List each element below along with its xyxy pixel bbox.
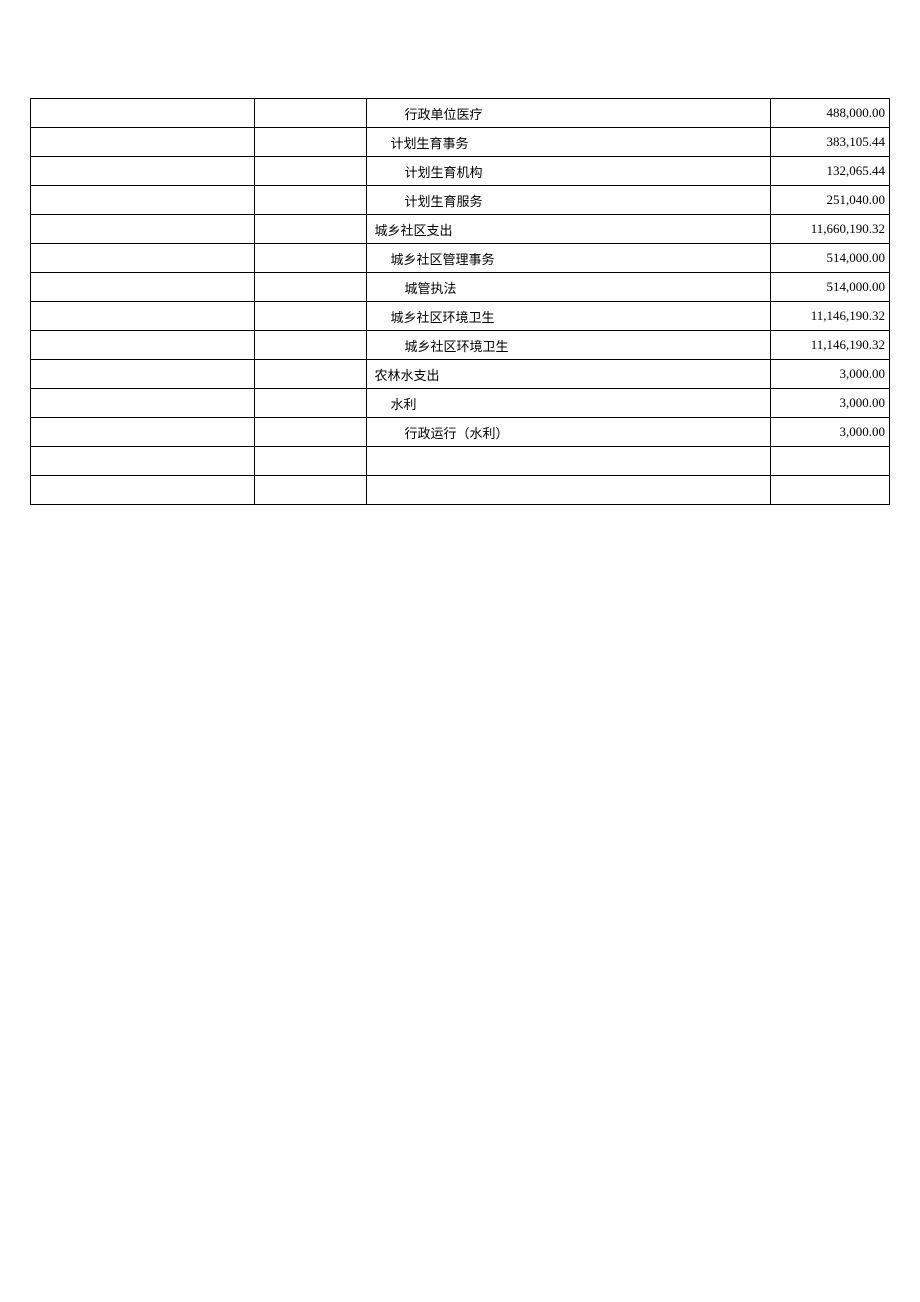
cell-col1 (31, 418, 255, 447)
cell-item-name: 城乡社区环境卫生 (366, 302, 771, 331)
table-row: 行政运行（水利） 3,000.00 (31, 418, 890, 447)
cell-col2 (254, 447, 366, 476)
cell-item-name (366, 476, 771, 505)
cell-amount: 383,105.44 (771, 128, 890, 157)
table-row: 城乡社区环境卫生 11,146,190.32 (31, 331, 890, 360)
table-row (31, 447, 890, 476)
cell-col2 (254, 302, 366, 331)
cell-col1 (31, 331, 255, 360)
cell-col2 (254, 157, 366, 186)
table-body: 行政单位医疗 488,000.00 计划生育事务 383,105.44 计划生育… (31, 99, 890, 505)
cell-col1 (31, 476, 255, 505)
table-row: 城管执法 514,000.00 (31, 273, 890, 302)
cell-col2 (254, 215, 366, 244)
cell-item-name: 计划生育事务 (366, 128, 771, 157)
table-row: 水利 3,000.00 (31, 389, 890, 418)
cell-amount: 11,660,190.32 (771, 215, 890, 244)
cell-amount: 132,065.44 (771, 157, 890, 186)
cell-item-name: 城乡社区环境卫生 (366, 331, 771, 360)
cell-item-name: 水利 (366, 389, 771, 418)
cell-col1 (31, 389, 255, 418)
cell-col2 (254, 476, 366, 505)
cell-col1 (31, 128, 255, 157)
cell-item-name: 计划生育服务 (366, 186, 771, 215)
cell-amount: 514,000.00 (771, 244, 890, 273)
cell-col1 (31, 99, 255, 128)
cell-col1 (31, 447, 255, 476)
cell-col1 (31, 273, 255, 302)
cell-amount: 3,000.00 (771, 418, 890, 447)
cell-item-name: 计划生育机构 (366, 157, 771, 186)
cell-col2 (254, 331, 366, 360)
table-row: 计划生育服务 251,040.00 (31, 186, 890, 215)
cell-item-name (366, 447, 771, 476)
table-row: 城乡社区环境卫生 11,146,190.32 (31, 302, 890, 331)
cell-amount: 3,000.00 (771, 360, 890, 389)
table-row: 农林水支出 3,000.00 (31, 360, 890, 389)
budget-table: 行政单位医疗 488,000.00 计划生育事务 383,105.44 计划生育… (30, 98, 890, 505)
table-row: 计划生育机构 132,065.44 (31, 157, 890, 186)
cell-amount: 11,146,190.32 (771, 302, 890, 331)
cell-amount: 251,040.00 (771, 186, 890, 215)
cell-amount: 11,146,190.32 (771, 331, 890, 360)
cell-amount: 514,000.00 (771, 273, 890, 302)
cell-col1 (31, 186, 255, 215)
cell-col1 (31, 244, 255, 273)
cell-col2 (254, 128, 366, 157)
cell-col2 (254, 244, 366, 273)
cell-col2 (254, 186, 366, 215)
table-row: 行政单位医疗 488,000.00 (31, 99, 890, 128)
cell-item-name: 行政单位医疗 (366, 99, 771, 128)
cell-col2 (254, 389, 366, 418)
cell-col1 (31, 360, 255, 389)
table-row: 计划生育事务 383,105.44 (31, 128, 890, 157)
cell-item-name: 城乡社区管理事务 (366, 244, 771, 273)
cell-amount: 488,000.00 (771, 99, 890, 128)
cell-col2 (254, 360, 366, 389)
cell-col2 (254, 418, 366, 447)
cell-col1 (31, 302, 255, 331)
cell-amount (771, 476, 890, 505)
cell-col2 (254, 99, 366, 128)
table-row: 城乡社区管理事务 514,000.00 (31, 244, 890, 273)
cell-col1 (31, 215, 255, 244)
cell-col1 (31, 157, 255, 186)
table-row (31, 476, 890, 505)
cell-item-name: 城管执法 (366, 273, 771, 302)
cell-item-name: 农林水支出 (366, 360, 771, 389)
table-row: 城乡社区支出 11,660,190.32 (31, 215, 890, 244)
cell-amount: 3,000.00 (771, 389, 890, 418)
cell-amount (771, 447, 890, 476)
cell-item-name: 城乡社区支出 (366, 215, 771, 244)
cell-item-name: 行政运行（水利） (366, 418, 771, 447)
cell-col2 (254, 273, 366, 302)
